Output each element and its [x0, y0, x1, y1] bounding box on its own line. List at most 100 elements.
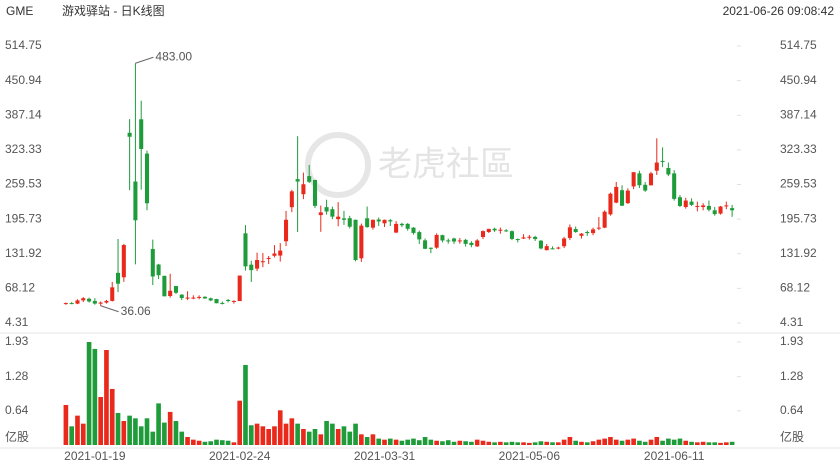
ticker: GME	[6, 4, 33, 18]
candle-body	[63, 303, 68, 305]
candle-body	[341, 218, 346, 220]
candle-body	[220, 302, 225, 304]
candle-body	[446, 240, 451, 242]
volume-bar	[422, 436, 428, 445]
candle-body	[730, 208, 735, 211]
candle-body	[139, 119, 144, 149]
volume-bar	[706, 442, 712, 445]
candle-body	[428, 247, 433, 249]
volume-bar	[567, 436, 573, 445]
candle-body	[266, 257, 271, 259]
volume-bar	[729, 441, 735, 445]
x-tick-label: 2021-05-06	[499, 449, 561, 463]
volume-bar	[167, 411, 173, 445]
annotation-line	[100, 305, 119, 313]
volume-bar	[341, 426, 347, 445]
volume-bar	[185, 436, 190, 445]
candle-body	[208, 298, 213, 301]
volume-bar	[474, 439, 480, 445]
candle-body	[562, 238, 567, 247]
volume-bar	[364, 436, 370, 445]
y-tick-label: 259.53	[5, 177, 42, 191]
candle-body	[318, 212, 323, 216]
volume-bar	[243, 364, 248, 445]
volume-bar	[411, 438, 416, 445]
subtitle: 游戏驿站 - 日K线图	[62, 4, 165, 18]
volume-bar	[75, 415, 80, 445]
volume-bar	[625, 439, 631, 445]
volume-bar	[573, 440, 579, 445]
candle-body	[116, 272, 121, 284]
candle-body	[712, 210, 717, 215]
candle-body	[614, 186, 619, 203]
volume-bar	[109, 388, 115, 445]
candle-body	[144, 153, 150, 204]
y-tick-label-right: 514.75	[780, 38, 817, 52]
y-tick-label-right: 68.12	[780, 281, 810, 295]
volume-bar	[277, 410, 283, 445]
volume-unit: 亿股	[5, 429, 29, 444]
candle-body	[724, 205, 729, 207]
volume-bar	[144, 418, 150, 445]
volume-bar	[457, 440, 463, 445]
y-tick-label: 131.92	[5, 246, 42, 260]
candle-body	[197, 296, 202, 298]
volume-bar	[492, 442, 497, 445]
volume-bar	[608, 436, 613, 445]
candle-body	[463, 239, 468, 244]
candle-body	[591, 229, 596, 234]
candle-body	[498, 229, 503, 231]
volume-bar	[318, 434, 324, 445]
candle-body	[677, 197, 682, 206]
volume-bar	[115, 412, 121, 445]
volume-bar	[637, 440, 642, 445]
candle-body	[249, 264, 254, 271]
volume-bar	[434, 440, 439, 445]
volume-bar	[80, 423, 86, 445]
volume-bar	[642, 441, 648, 445]
volume-tick-label: 0.64	[5, 403, 29, 417]
candle-body	[544, 246, 549, 251]
candle-body	[202, 296, 207, 299]
candle-body	[87, 298, 92, 302]
volume-bar	[335, 428, 341, 445]
candle-body	[434, 234, 439, 248]
candle-body	[104, 300, 109, 303]
x-tick-label: 2021-06-11	[644, 449, 705, 463]
volume-bar	[561, 439, 567, 445]
candle-body	[81, 298, 86, 301]
candle-body	[156, 264, 161, 276]
y-tick-label: 4.31	[5, 315, 29, 329]
candle-body	[295, 179, 300, 182]
volume-bar	[173, 420, 179, 445]
volume-bar	[359, 434, 364, 445]
volume-bar	[596, 439, 602, 445]
y-tick-label-right: 195.73	[780, 211, 817, 225]
candle-body	[654, 162, 659, 171]
candle-body	[706, 205, 711, 210]
volume-bar	[538, 441, 544, 445]
volume-bar	[579, 441, 584, 445]
volume-bar	[98, 396, 103, 445]
volume-bar	[527, 442, 532, 445]
volume-bar	[666, 438, 671, 445]
candle-body	[121, 245, 126, 278]
volume-bar	[295, 423, 300, 445]
candle-body	[376, 219, 381, 222]
candle-body	[683, 200, 688, 208]
volume-bar	[590, 441, 596, 445]
volume-bar	[544, 441, 550, 445]
candle-body	[695, 205, 700, 207]
volume-bar	[503, 442, 509, 445]
volume-tick-label: 1.28	[5, 369, 29, 383]
candle-body	[620, 190, 625, 206]
y-tick-label: 387.14	[5, 107, 42, 121]
y-tick-label-right: 387.14	[780, 107, 817, 121]
candle-body	[75, 300, 80, 304]
candle-body	[515, 239, 520, 241]
x-tick-label: 2021-02-24	[209, 449, 271, 463]
volume-bar	[196, 440, 202, 445]
volume-bar	[555, 442, 561, 445]
candle-body	[162, 275, 167, 297]
